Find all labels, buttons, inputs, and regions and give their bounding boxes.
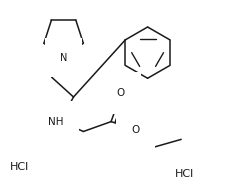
Text: HCl: HCl [174, 169, 193, 179]
Text: O: O [116, 88, 125, 98]
Text: N: N [60, 52, 67, 63]
Text: NH: NH [48, 117, 63, 127]
Text: O: O [131, 124, 139, 135]
Text: HCl: HCl [10, 162, 29, 172]
